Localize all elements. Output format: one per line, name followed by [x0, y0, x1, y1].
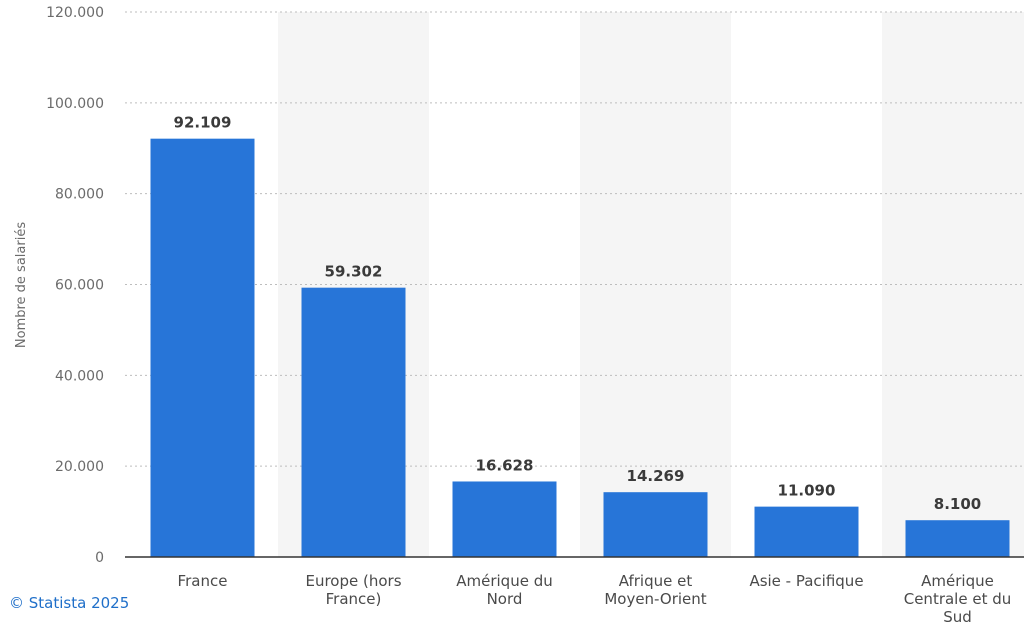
- y-tick-label: 80.000: [55, 187, 104, 203]
- y-tick-label: 60.000: [55, 278, 104, 294]
- bar[interactable]: [754, 506, 859, 557]
- y-tick-label: 0: [95, 550, 104, 566]
- value-label: 14.269: [627, 467, 685, 485]
- y-tick-label: 40.000: [55, 368, 104, 384]
- bar[interactable]: [150, 138, 255, 557]
- y-tick-label: 100.000: [46, 96, 104, 112]
- value-label: 11.090: [778, 482, 836, 500]
- value-label: 16.628: [476, 456, 534, 474]
- bar[interactable]: [301, 287, 406, 557]
- value-label: 59.302: [325, 263, 383, 281]
- y-axis-ticks: 0 20.000 40.000 60.000 80.000 100.000 120.000: [46, 5, 104, 566]
- value-label: 8.100: [934, 495, 981, 513]
- category-band: [882, 12, 1024, 557]
- x-axis-labels: France Europe (hors France) Amérique du Nord…: [178, 572, 1012, 626]
- statista-credit[interactable]: © Statista 2025: [9, 594, 130, 612]
- bar[interactable]: [603, 492, 708, 557]
- y-tick-label: 20.000: [55, 459, 104, 475]
- value-labels: 92.109 59.302 16.628 14.269 11.090 8.100: [174, 114, 982, 514]
- bar[interactable]: [452, 481, 557, 557]
- x-tick-label: Europe (hors France): [305, 572, 401, 608]
- x-tick-label: France: [178, 572, 228, 590]
- y-axis-label: Nombre de salariés: [14, 222, 29, 348]
- x-tick-label: Amérique Centrale et du Sud: [904, 572, 1012, 626]
- x-tick-label: Asie - Pacifique: [749, 572, 863, 590]
- bars: [150, 138, 1010, 557]
- bar[interactable]: [905, 520, 1010, 557]
- x-tick-label: Afrique et Moyen-Orient: [604, 572, 706, 608]
- value-label: 92.109: [174, 114, 232, 132]
- x-tick-label: Amérique du Nord: [456, 572, 553, 608]
- y-tick-label: 120.000: [46, 5, 104, 21]
